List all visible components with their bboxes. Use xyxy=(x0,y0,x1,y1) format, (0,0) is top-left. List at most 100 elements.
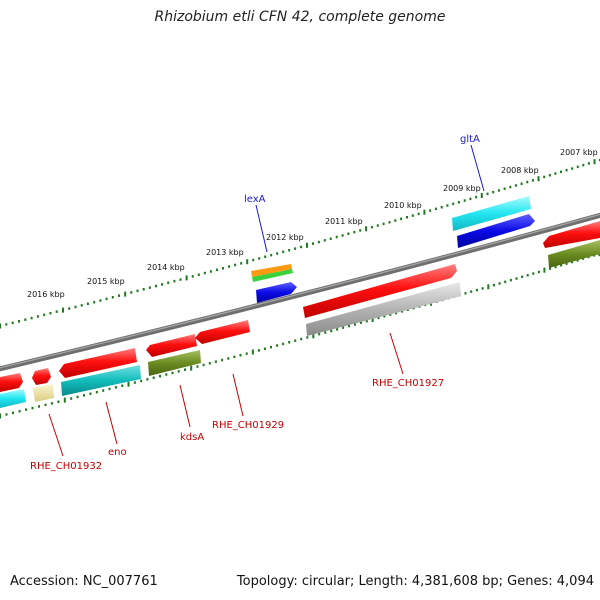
minor-tick xyxy=(282,250,285,254)
minor-tick xyxy=(57,400,60,403)
minor-tick xyxy=(531,179,534,182)
minor-tick xyxy=(270,253,273,257)
major-tick xyxy=(306,242,308,248)
minor-tick xyxy=(324,331,327,334)
minor-tick xyxy=(348,324,350,328)
gene-grey[interactable] xyxy=(306,282,461,336)
gene-eno-red[interactable] xyxy=(59,348,137,378)
minor-tick xyxy=(354,323,356,326)
minor-tick xyxy=(406,216,408,219)
minor-tick xyxy=(264,255,267,258)
minor-tick xyxy=(300,337,303,341)
gene-olive[interactable] xyxy=(148,350,201,376)
minor-tick xyxy=(70,397,73,400)
minor-tick xyxy=(184,368,186,371)
gene-label-kdsA[interactable]: kdsA xyxy=(180,432,204,443)
gene-label-gltA[interactable]: gltA xyxy=(460,134,480,145)
minor-tick xyxy=(554,172,557,175)
minor-tick xyxy=(446,204,449,207)
kbp-label: 2008 kbp xyxy=(501,166,539,175)
kbp-label: 2015 kbp xyxy=(87,277,125,286)
minor-tick xyxy=(492,283,495,287)
minor-tick xyxy=(565,262,568,265)
major-tick xyxy=(312,333,315,339)
minor-tick xyxy=(202,363,205,367)
gene-gltA-cyan[interactable] xyxy=(452,196,531,231)
gene-red-left[interactable] xyxy=(0,373,23,392)
minor-tick xyxy=(55,310,58,313)
minor-tick xyxy=(389,313,392,316)
gene-blue[interactable] xyxy=(457,214,535,248)
minor-tick xyxy=(560,264,563,267)
kbp-label: 2013 kbp xyxy=(206,248,244,257)
gene-red-edge[interactable] xyxy=(543,221,600,248)
minor-tick xyxy=(587,162,590,165)
minor-tick xyxy=(514,184,517,187)
leader-gltA xyxy=(470,144,485,192)
major-tick xyxy=(537,176,540,182)
gene-orange[interactable] xyxy=(251,264,292,277)
gene-khaki[interactable] xyxy=(33,384,54,402)
minor-tick xyxy=(503,187,506,190)
gene-cyan-left[interactable] xyxy=(0,389,26,408)
minor-tick xyxy=(99,299,102,302)
major-tick xyxy=(0,323,1,329)
minor-tick xyxy=(38,405,40,408)
forward-genes xyxy=(251,196,600,318)
leader-eno xyxy=(105,401,118,445)
gene-red-large[interactable] xyxy=(303,264,457,318)
gene-RHE_CH01929-red[interactable] xyxy=(195,320,250,344)
minor-tick xyxy=(306,336,309,339)
gene-olive-edge[interactable] xyxy=(548,240,600,268)
minor-tick xyxy=(36,315,39,318)
leader-RHE_CH01927 xyxy=(389,332,404,375)
minor-tick xyxy=(395,311,398,315)
minor-tick xyxy=(317,240,320,244)
gene-lexA[interactable] xyxy=(256,282,297,303)
minor-tick xyxy=(576,259,579,262)
minor-tick xyxy=(239,354,242,357)
minor-tick xyxy=(49,312,52,315)
gene-label-eno[interactable]: eno xyxy=(108,447,127,458)
gene-label-RHE_CH01932[interactable]: RHE_CH01932 xyxy=(30,461,102,472)
major-tick xyxy=(371,317,374,322)
major-tick xyxy=(190,365,193,371)
minor-tick xyxy=(394,219,397,222)
minor-tick xyxy=(83,394,85,397)
kbp-label: 2011 kbp xyxy=(325,217,363,226)
gene-green[interactable] xyxy=(252,269,293,282)
minor-tick xyxy=(118,294,120,297)
minor-tick xyxy=(50,402,53,405)
minor-tick xyxy=(521,275,524,279)
minor-tick xyxy=(323,239,326,242)
minor-tick xyxy=(80,304,83,307)
minor-tick xyxy=(330,329,333,333)
minor-tick xyxy=(329,237,332,240)
gene-teal[interactable] xyxy=(61,365,141,396)
minor-tick xyxy=(171,371,174,375)
gene-label-RHE_CH01927[interactable]: RHE_CH01927 xyxy=(372,378,444,389)
kbp-label: 2010 kbp xyxy=(384,201,422,210)
gene-red-small[interactable] xyxy=(32,368,51,385)
minor-tick xyxy=(526,180,529,184)
major-tick xyxy=(593,159,596,165)
minor-tick xyxy=(12,411,14,415)
gene-label-lexA[interactable]: lexA xyxy=(244,194,266,205)
major-tick xyxy=(543,267,546,273)
minor-tick xyxy=(18,320,20,323)
gene-label-RHE_CH01929[interactable]: RHE_CH01929 xyxy=(212,420,284,431)
major-tick xyxy=(63,397,66,403)
leader-RHE_CH01932 xyxy=(48,413,64,457)
minor-tick xyxy=(571,260,574,264)
gene-kdsA-red[interactable] xyxy=(146,334,197,357)
minor-tick xyxy=(276,252,279,255)
minor-tick xyxy=(377,316,380,320)
minor-tick xyxy=(509,278,512,282)
minor-tick xyxy=(136,289,139,293)
major-tick xyxy=(487,284,490,290)
minor-tick xyxy=(130,291,133,294)
major-tick xyxy=(124,291,127,297)
minor-tick xyxy=(209,270,212,273)
minor-tick xyxy=(515,277,518,280)
minor-tick xyxy=(240,262,243,265)
